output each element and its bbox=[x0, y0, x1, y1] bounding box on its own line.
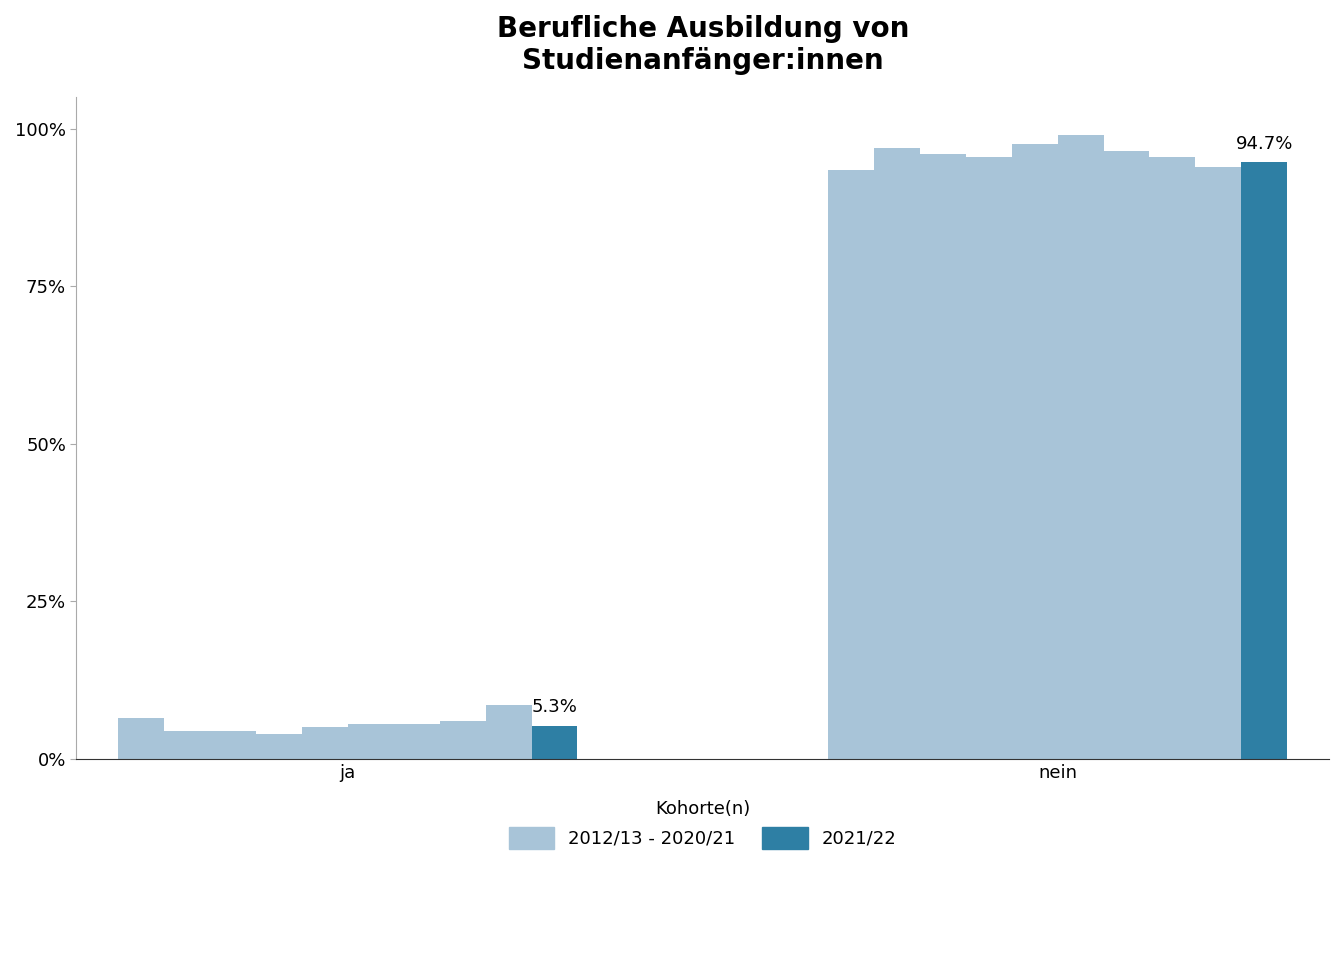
Bar bbox=[1103, 151, 1149, 759]
Bar bbox=[210, 731, 255, 759]
Bar bbox=[1058, 135, 1103, 759]
Bar bbox=[531, 726, 578, 759]
Bar bbox=[874, 148, 919, 759]
Bar bbox=[919, 154, 966, 759]
Text: 5.3%: 5.3% bbox=[531, 698, 578, 716]
Bar bbox=[1195, 166, 1242, 759]
Bar bbox=[966, 157, 1012, 759]
Bar bbox=[255, 733, 302, 759]
Bar bbox=[1242, 162, 1288, 759]
Bar bbox=[164, 731, 210, 759]
Bar bbox=[394, 724, 439, 759]
Legend: 2012/13 - 2020/21, 2021/22: 2012/13 - 2020/21, 2021/22 bbox=[501, 792, 905, 855]
Bar bbox=[348, 724, 394, 759]
Title: Berufliche Ausbildung von
Studienanfänger:innen: Berufliche Ausbildung von Studienanfänge… bbox=[496, 15, 909, 76]
Bar bbox=[485, 706, 531, 759]
Bar bbox=[1012, 144, 1058, 759]
Bar bbox=[439, 721, 485, 759]
Text: 94.7%: 94.7% bbox=[1235, 134, 1293, 153]
Bar bbox=[118, 718, 164, 759]
Bar bbox=[302, 728, 348, 759]
Bar bbox=[828, 170, 874, 759]
Bar bbox=[1149, 157, 1195, 759]
